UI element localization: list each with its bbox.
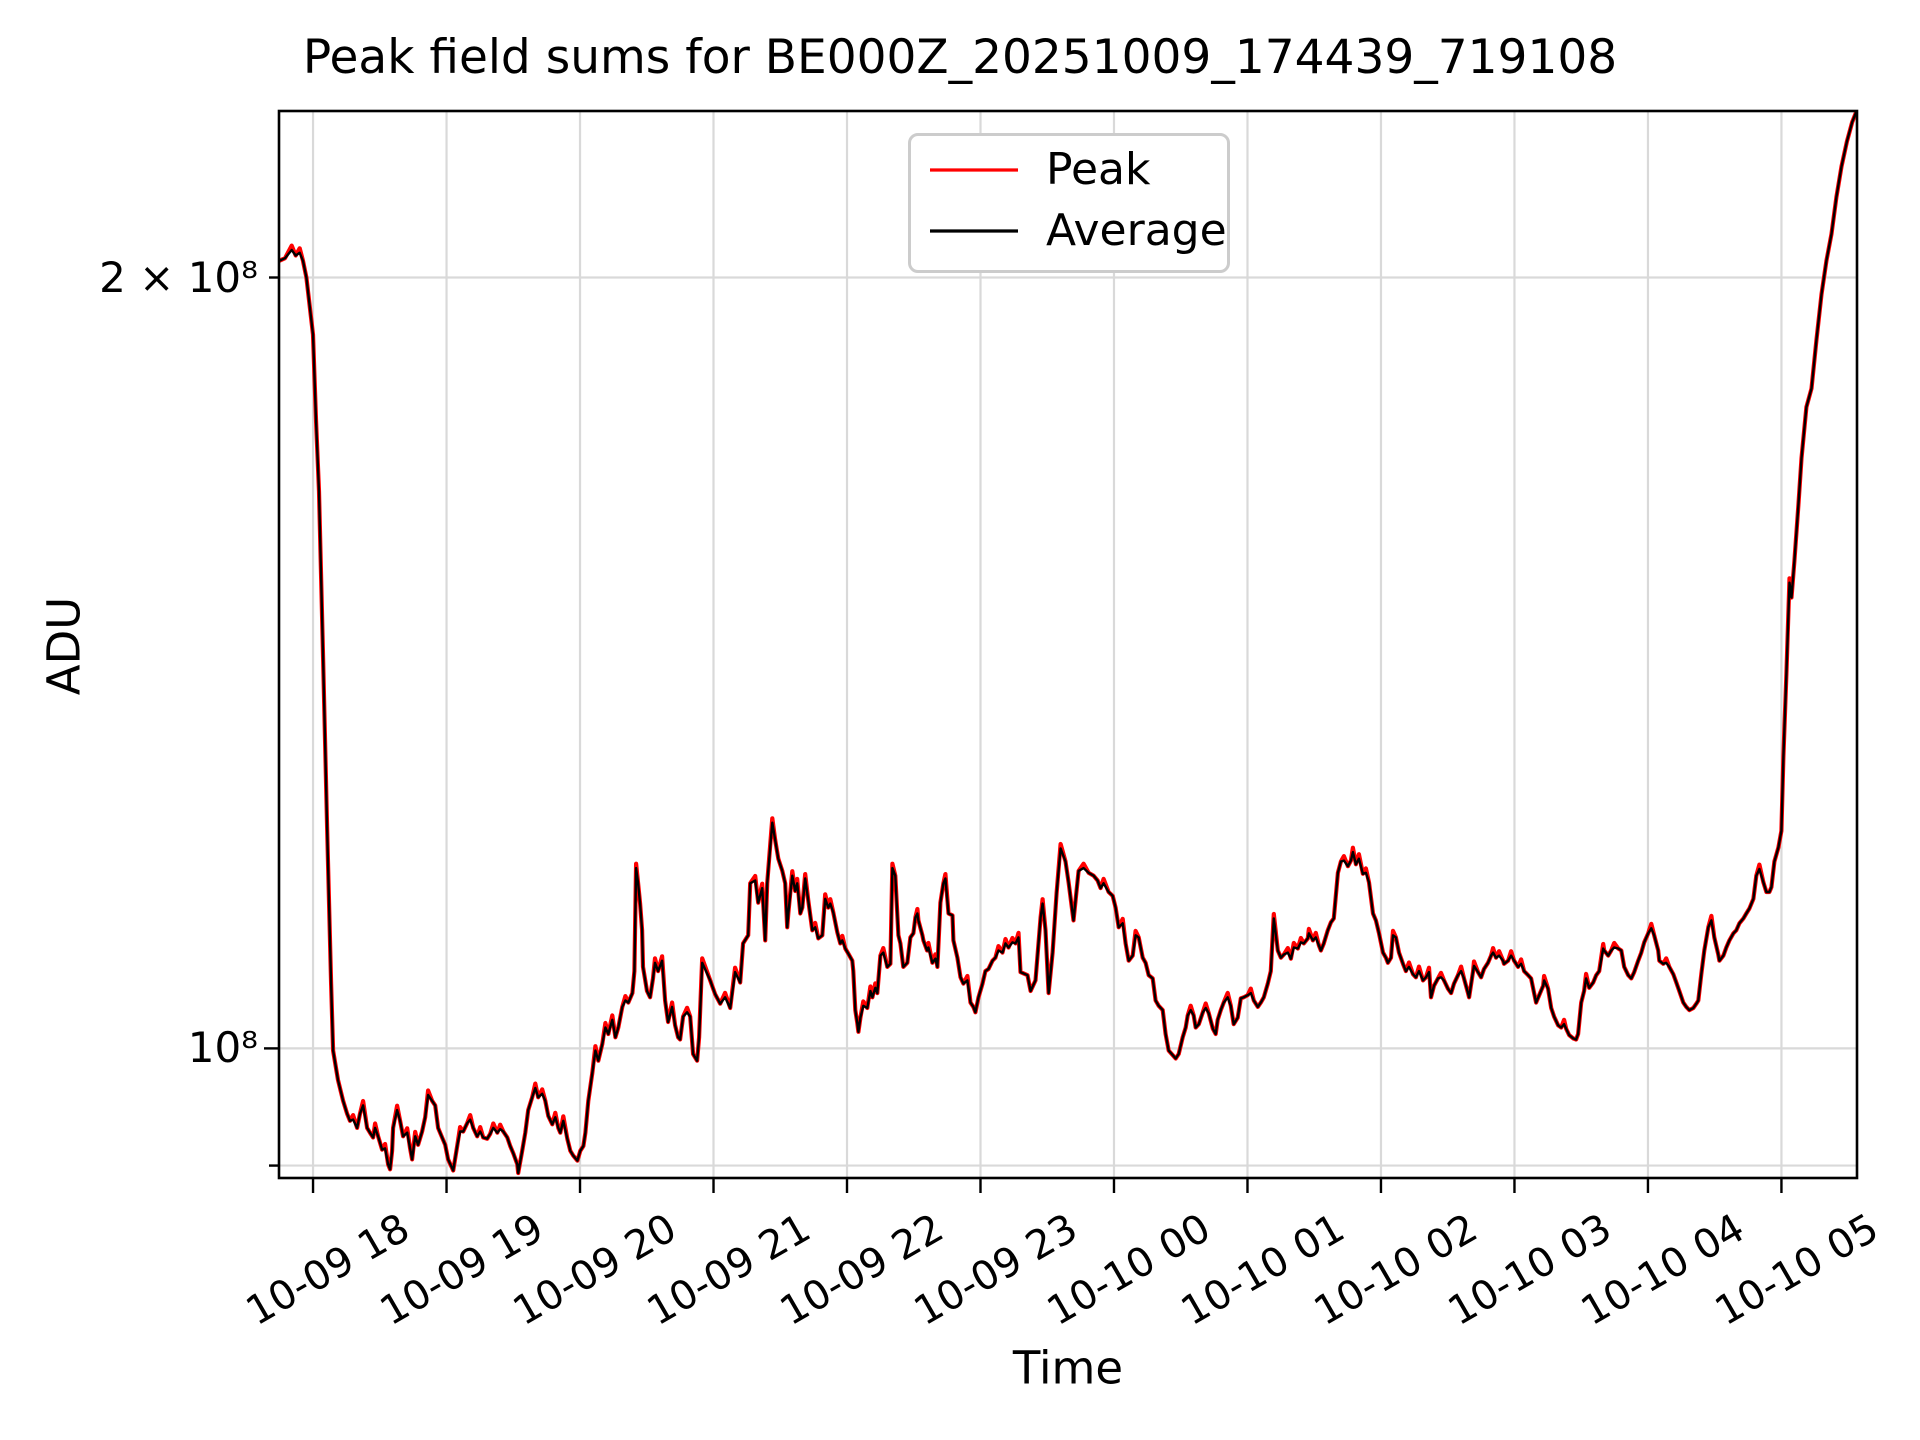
legend-label-average: Average — [1046, 205, 1227, 256]
legend-item-peak: Peak — [911, 139, 1227, 201]
peak-line-swatch — [930, 168, 1018, 172]
tick-marks — [264, 276, 1783, 1193]
legend: Peak Average — [908, 133, 1230, 273]
average-series-line — [279, 111, 1857, 1175]
y-tick-label: 10⁸ — [187, 1023, 258, 1073]
plot-spines — [277, 109, 1859, 1180]
legend-label-peak: Peak — [1046, 144, 1151, 195]
average-line-swatch — [930, 229, 1018, 233]
y-axis-label: ADU — [37, 596, 91, 696]
y-tick-label: 2 × 10⁸ — [99, 252, 258, 302]
gridlines — [279, 111, 1857, 1178]
chart-title: Peak field sums for BE000Z_20251009_1744… — [302, 30, 1618, 85]
legend-item-average: Average — [911, 200, 1227, 262]
x-axis-label: Time — [1012, 1341, 1124, 1395]
